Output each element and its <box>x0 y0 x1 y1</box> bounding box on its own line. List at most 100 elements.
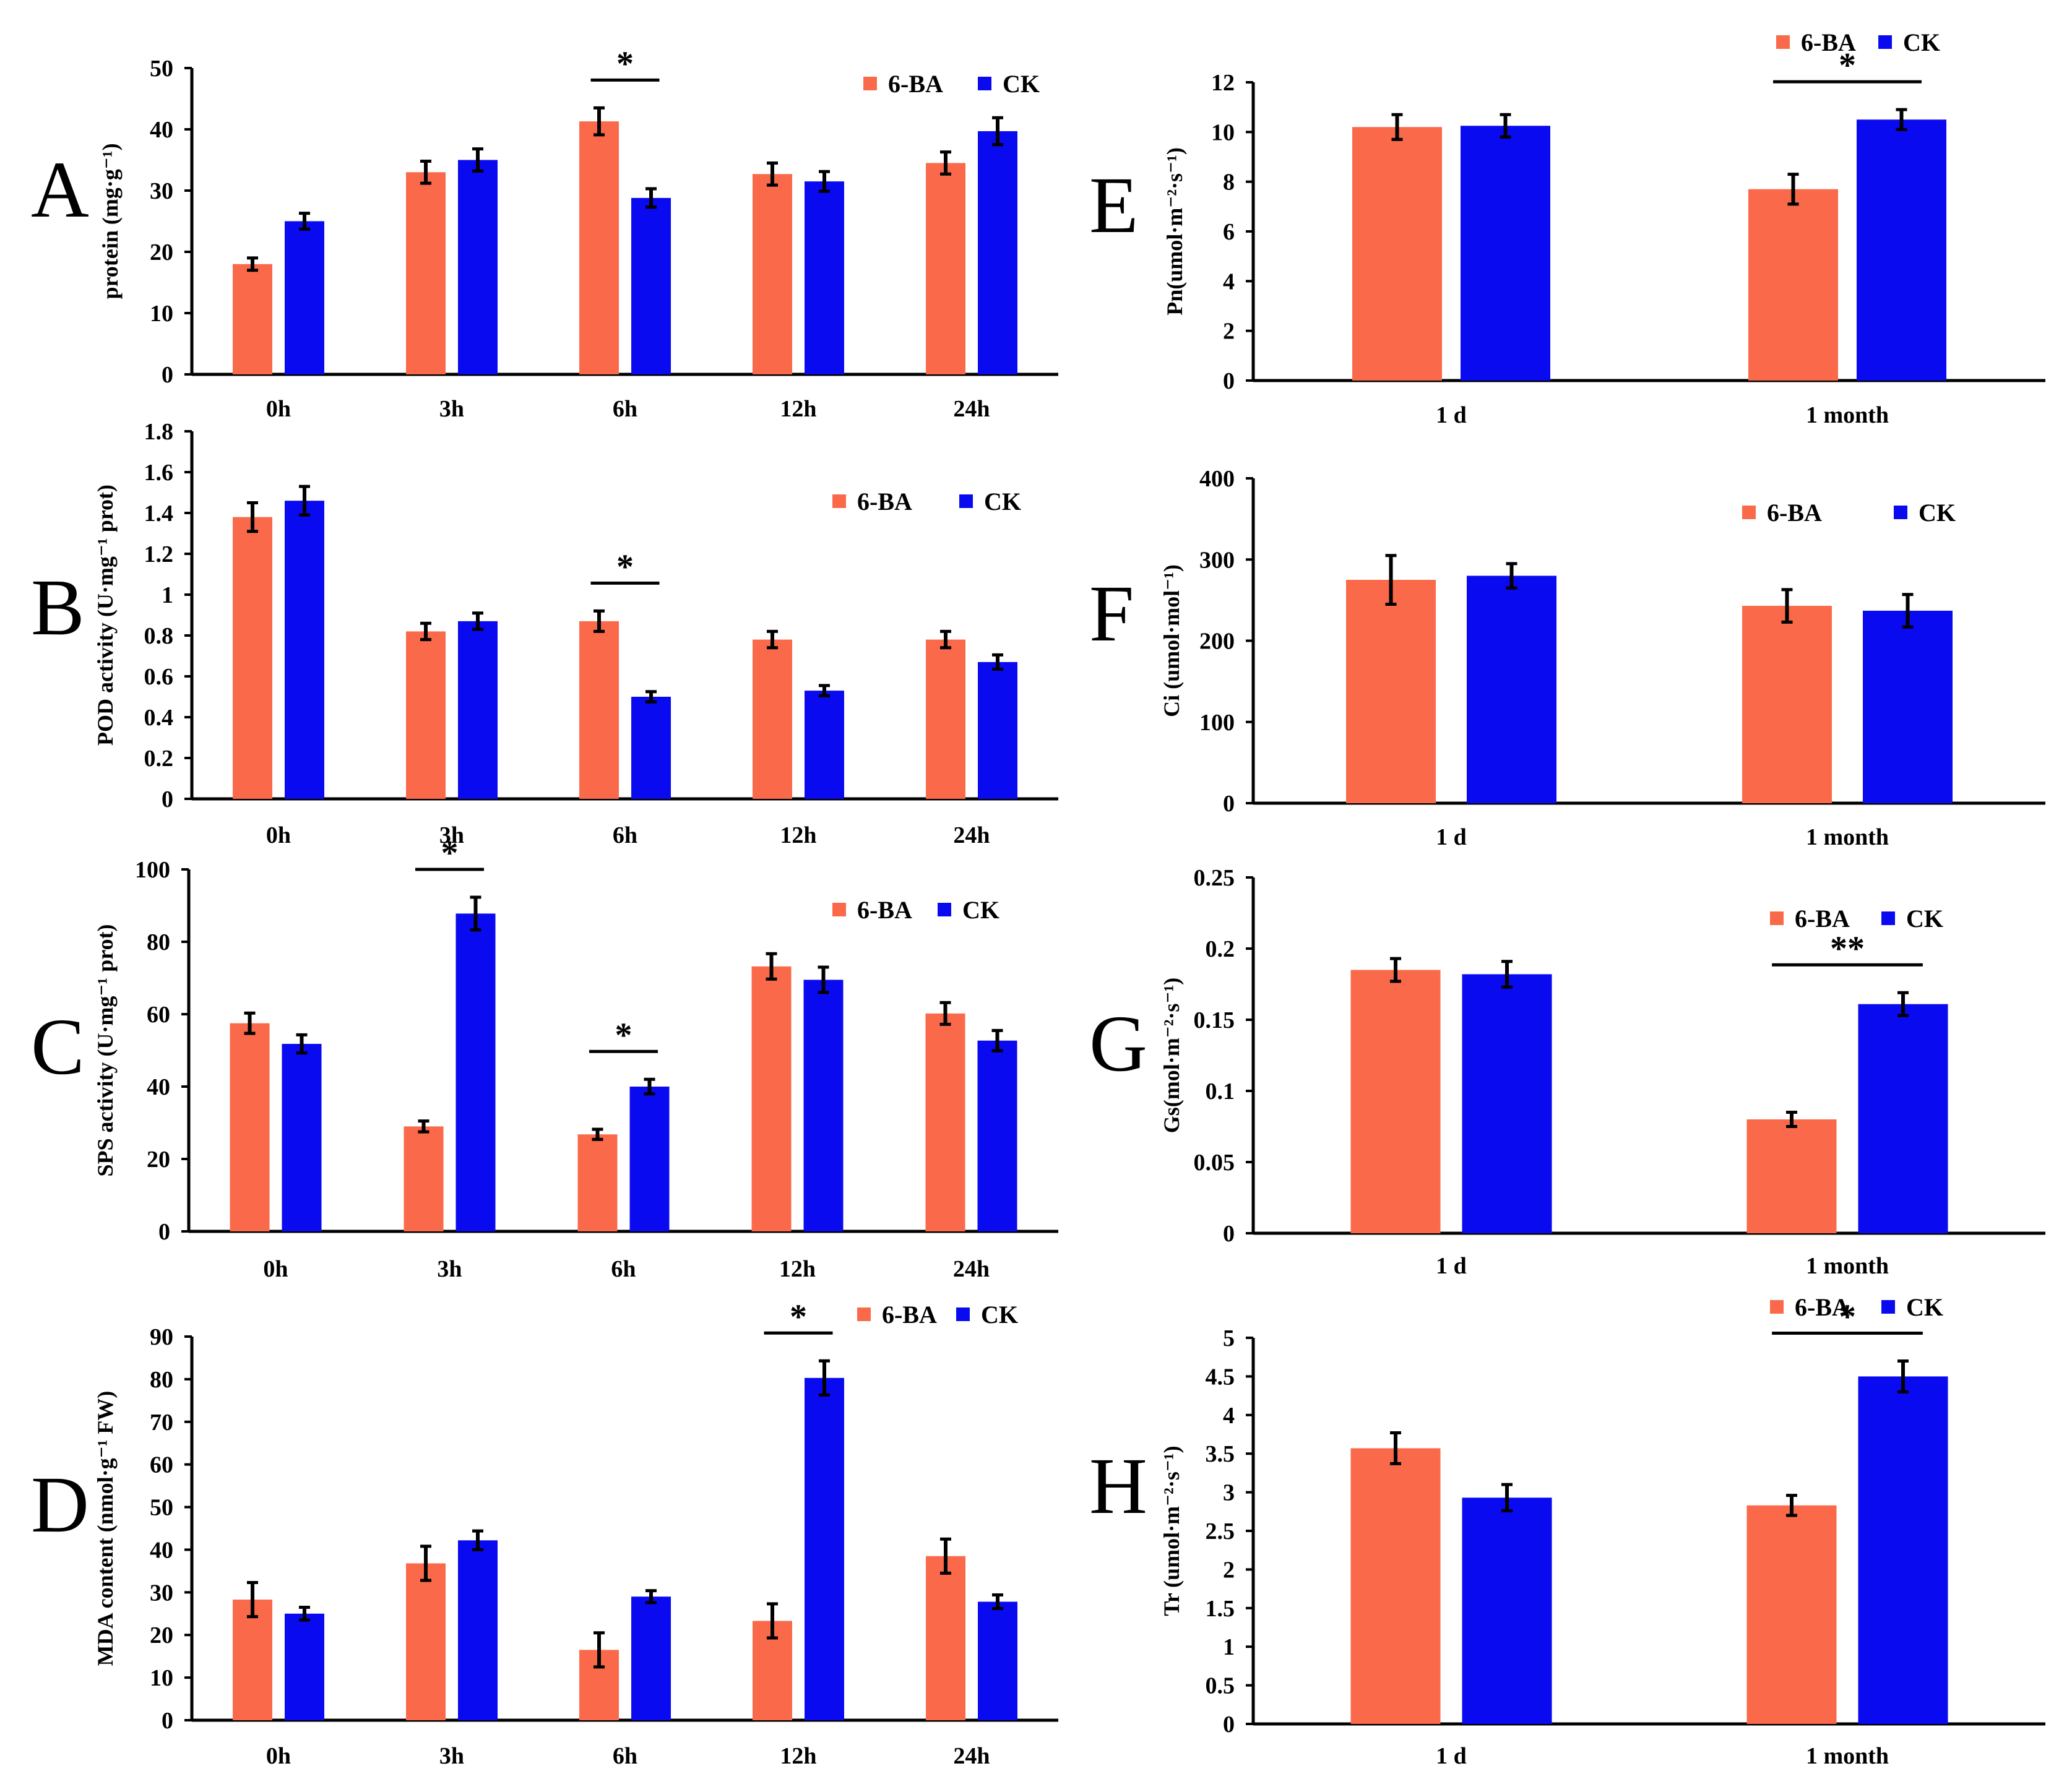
bar-6ba-3 <box>753 174 792 374</box>
y-tick-label: 1 <box>162 582 173 608</box>
y-tick-label: 4.5 <box>1206 1364 1235 1390</box>
significance-label: * <box>615 1016 632 1054</box>
legend-swatch-ck <box>938 903 951 916</box>
x-category-label: 0h <box>266 822 291 848</box>
y-tick-label: 0 <box>1223 1712 1235 1738</box>
y-tick-label: 3 <box>1223 1480 1235 1506</box>
y-axis-label: POD activity (U·mg⁻¹ prot) <box>93 485 118 746</box>
legend-label-ck: CK <box>1906 1293 1943 1321</box>
y-tick-label: 1 <box>1223 1634 1235 1660</box>
y-tick-label: 40 <box>147 1074 170 1100</box>
bar-ck-0 <box>285 501 324 799</box>
y-axis-label: Ci (umol·mol⁻¹) <box>1159 564 1184 717</box>
y-tick-label: 40 <box>150 1537 173 1563</box>
legend-label-6ba: 6-BA <box>888 70 943 98</box>
bar-ck-1 <box>458 160 498 374</box>
panel-b: B POD activity (U·mg⁻¹ prot) 0 0.2 0.4 0.6 0.8… <box>31 419 1058 848</box>
x-category-label: 0h <box>263 1256 288 1282</box>
bar-ck-4 <box>978 1601 1017 1720</box>
legend-swatch-6ba <box>832 494 846 508</box>
legend-label-6ba: 6-BA <box>1801 28 1856 56</box>
y-tick-label: 0 <box>162 362 173 388</box>
panel-letter: F <box>1089 569 1134 658</box>
x-category-label: 1 d <box>1436 1743 1467 1769</box>
bar-6ba-2 <box>579 621 619 799</box>
significance-label: ** <box>1830 929 1865 968</box>
y-axis-label: protein (mg·g⁻¹) <box>98 143 123 299</box>
bar-ck-0 <box>1462 974 1552 1233</box>
bar-6ba-1 <box>406 631 446 799</box>
panel-g: G Gs(mol·m⁻²·s⁻¹) 0 0.05 0.1 0.15 0.2 0.25 1 d 1 … <box>1089 865 2045 1279</box>
y-tick-label: 20 <box>150 239 173 265</box>
y-tick-label: 40 <box>150 117 173 143</box>
y-tick-label: 0.4 <box>144 705 174 731</box>
bar-ck-0 <box>1467 575 1556 803</box>
y-tick-label: 1.2 <box>144 541 174 567</box>
bar-ck-0 <box>1462 1497 1552 1724</box>
y-tick-label: 0 <box>162 1708 173 1734</box>
x-category-label: 1 d <box>1436 402 1467 428</box>
x-category-label: 6h <box>611 1256 636 1282</box>
y-tick-label: 0.1 <box>1206 1079 1235 1105</box>
x-category-label: 1 month <box>1806 1253 1889 1279</box>
bar-6ba-1 <box>406 1563 446 1720</box>
x-category-label: 24h <box>953 1256 990 1282</box>
significance-label: * <box>1839 1298 1856 1336</box>
legend-swatch-6ba <box>832 903 846 916</box>
x-category-label: 0h <box>266 396 291 422</box>
bar-6ba-2 <box>577 1134 618 1231</box>
legend-swatch-ck <box>956 1307 970 1321</box>
y-axis-label: Pn(umol·m⁻²·s⁻¹) <box>1162 147 1187 316</box>
y-tick-label: 20 <box>150 1622 173 1648</box>
bar-6ba-1 <box>1742 606 1832 803</box>
panel-e: E Pn(umol·m⁻²·s⁻¹) 0 2 4 6 8 10 12 1 d 1 month *6-B… <box>1089 28 2045 428</box>
y-tick-label: 200 <box>1199 629 1235 655</box>
bar-ck-4 <box>978 131 1017 374</box>
y-axis-label: SPS activity (U·mg⁻¹ prot) <box>93 924 118 1176</box>
y-tick-label: 0.25 <box>1194 865 1235 891</box>
bar-6ba-2 <box>579 121 619 374</box>
legend-swatch-6ba <box>1770 911 1784 925</box>
panel-d: D MDA content (nmol·g⁻¹ FW) 0 10 20 30 40 50 60 7… <box>31 1298 1058 1769</box>
y-tick-label: 10 <box>150 301 173 327</box>
legend-swatch-ck <box>959 494 973 508</box>
bar-6ba-1 <box>1746 1505 1837 1724</box>
x-category-label: 0h <box>266 1743 291 1769</box>
bar-6ba-0 <box>1346 580 1436 803</box>
legend-label-ck: CK <box>984 488 1021 515</box>
legend-swatch-6ba <box>1742 506 1756 519</box>
legend-label-ck: CK <box>962 896 999 924</box>
bar-ck-3 <box>805 181 844 374</box>
x-category-label: 12h <box>780 1743 816 1769</box>
bar-ck-3 <box>805 1377 844 1720</box>
bar-ck-1 <box>1863 610 1953 803</box>
bar-ck-0 <box>282 1043 322 1231</box>
bar-6ba-4 <box>926 639 965 799</box>
bar-ck-0 <box>1461 126 1550 381</box>
y-tick-label: 8 <box>1223 170 1235 196</box>
y-tick-label: 60 <box>150 1452 173 1478</box>
y-tick-label: 60 <box>147 1002 170 1028</box>
bar-ck-0 <box>285 1613 324 1720</box>
legend-swatch-6ba <box>1776 35 1790 49</box>
y-tick-label: 0 <box>1223 791 1235 817</box>
x-category-label: 12h <box>779 1256 816 1282</box>
panel-letter: D <box>31 1460 89 1549</box>
y-tick-label: 4 <box>1223 269 1235 295</box>
y-axis-label: Gs(mol·m⁻²·s⁻¹) <box>1159 978 1184 1134</box>
y-tick-label: 50 <box>150 1495 173 1521</box>
x-category-label: 3h <box>439 1743 464 1769</box>
significance-label: * <box>790 1298 807 1336</box>
legend-swatch-ck <box>1878 35 1892 49</box>
x-category-label: 6h <box>613 1743 637 1769</box>
bar-6ba-1 <box>404 1126 444 1231</box>
panel-c: C SPS activity (U·mg⁻¹ prot) 0 20 40 60 80 100 0… <box>31 834 1058 1282</box>
legend-swatch-ck <box>978 77 991 90</box>
y-tick-label: 4 <box>1223 1403 1235 1429</box>
bar-6ba-4 <box>925 1013 965 1231</box>
bar-ck-3 <box>805 691 844 799</box>
legend-label-ck: CK <box>1906 905 1943 933</box>
bar-6ba-0 <box>230 1023 270 1231</box>
panel-h: H Tr (umol·m⁻²·s⁻¹) 0 0.5 1 1.5 2 2.5 3 3.5 4 4.5 5 1… <box>1089 1293 2045 1769</box>
